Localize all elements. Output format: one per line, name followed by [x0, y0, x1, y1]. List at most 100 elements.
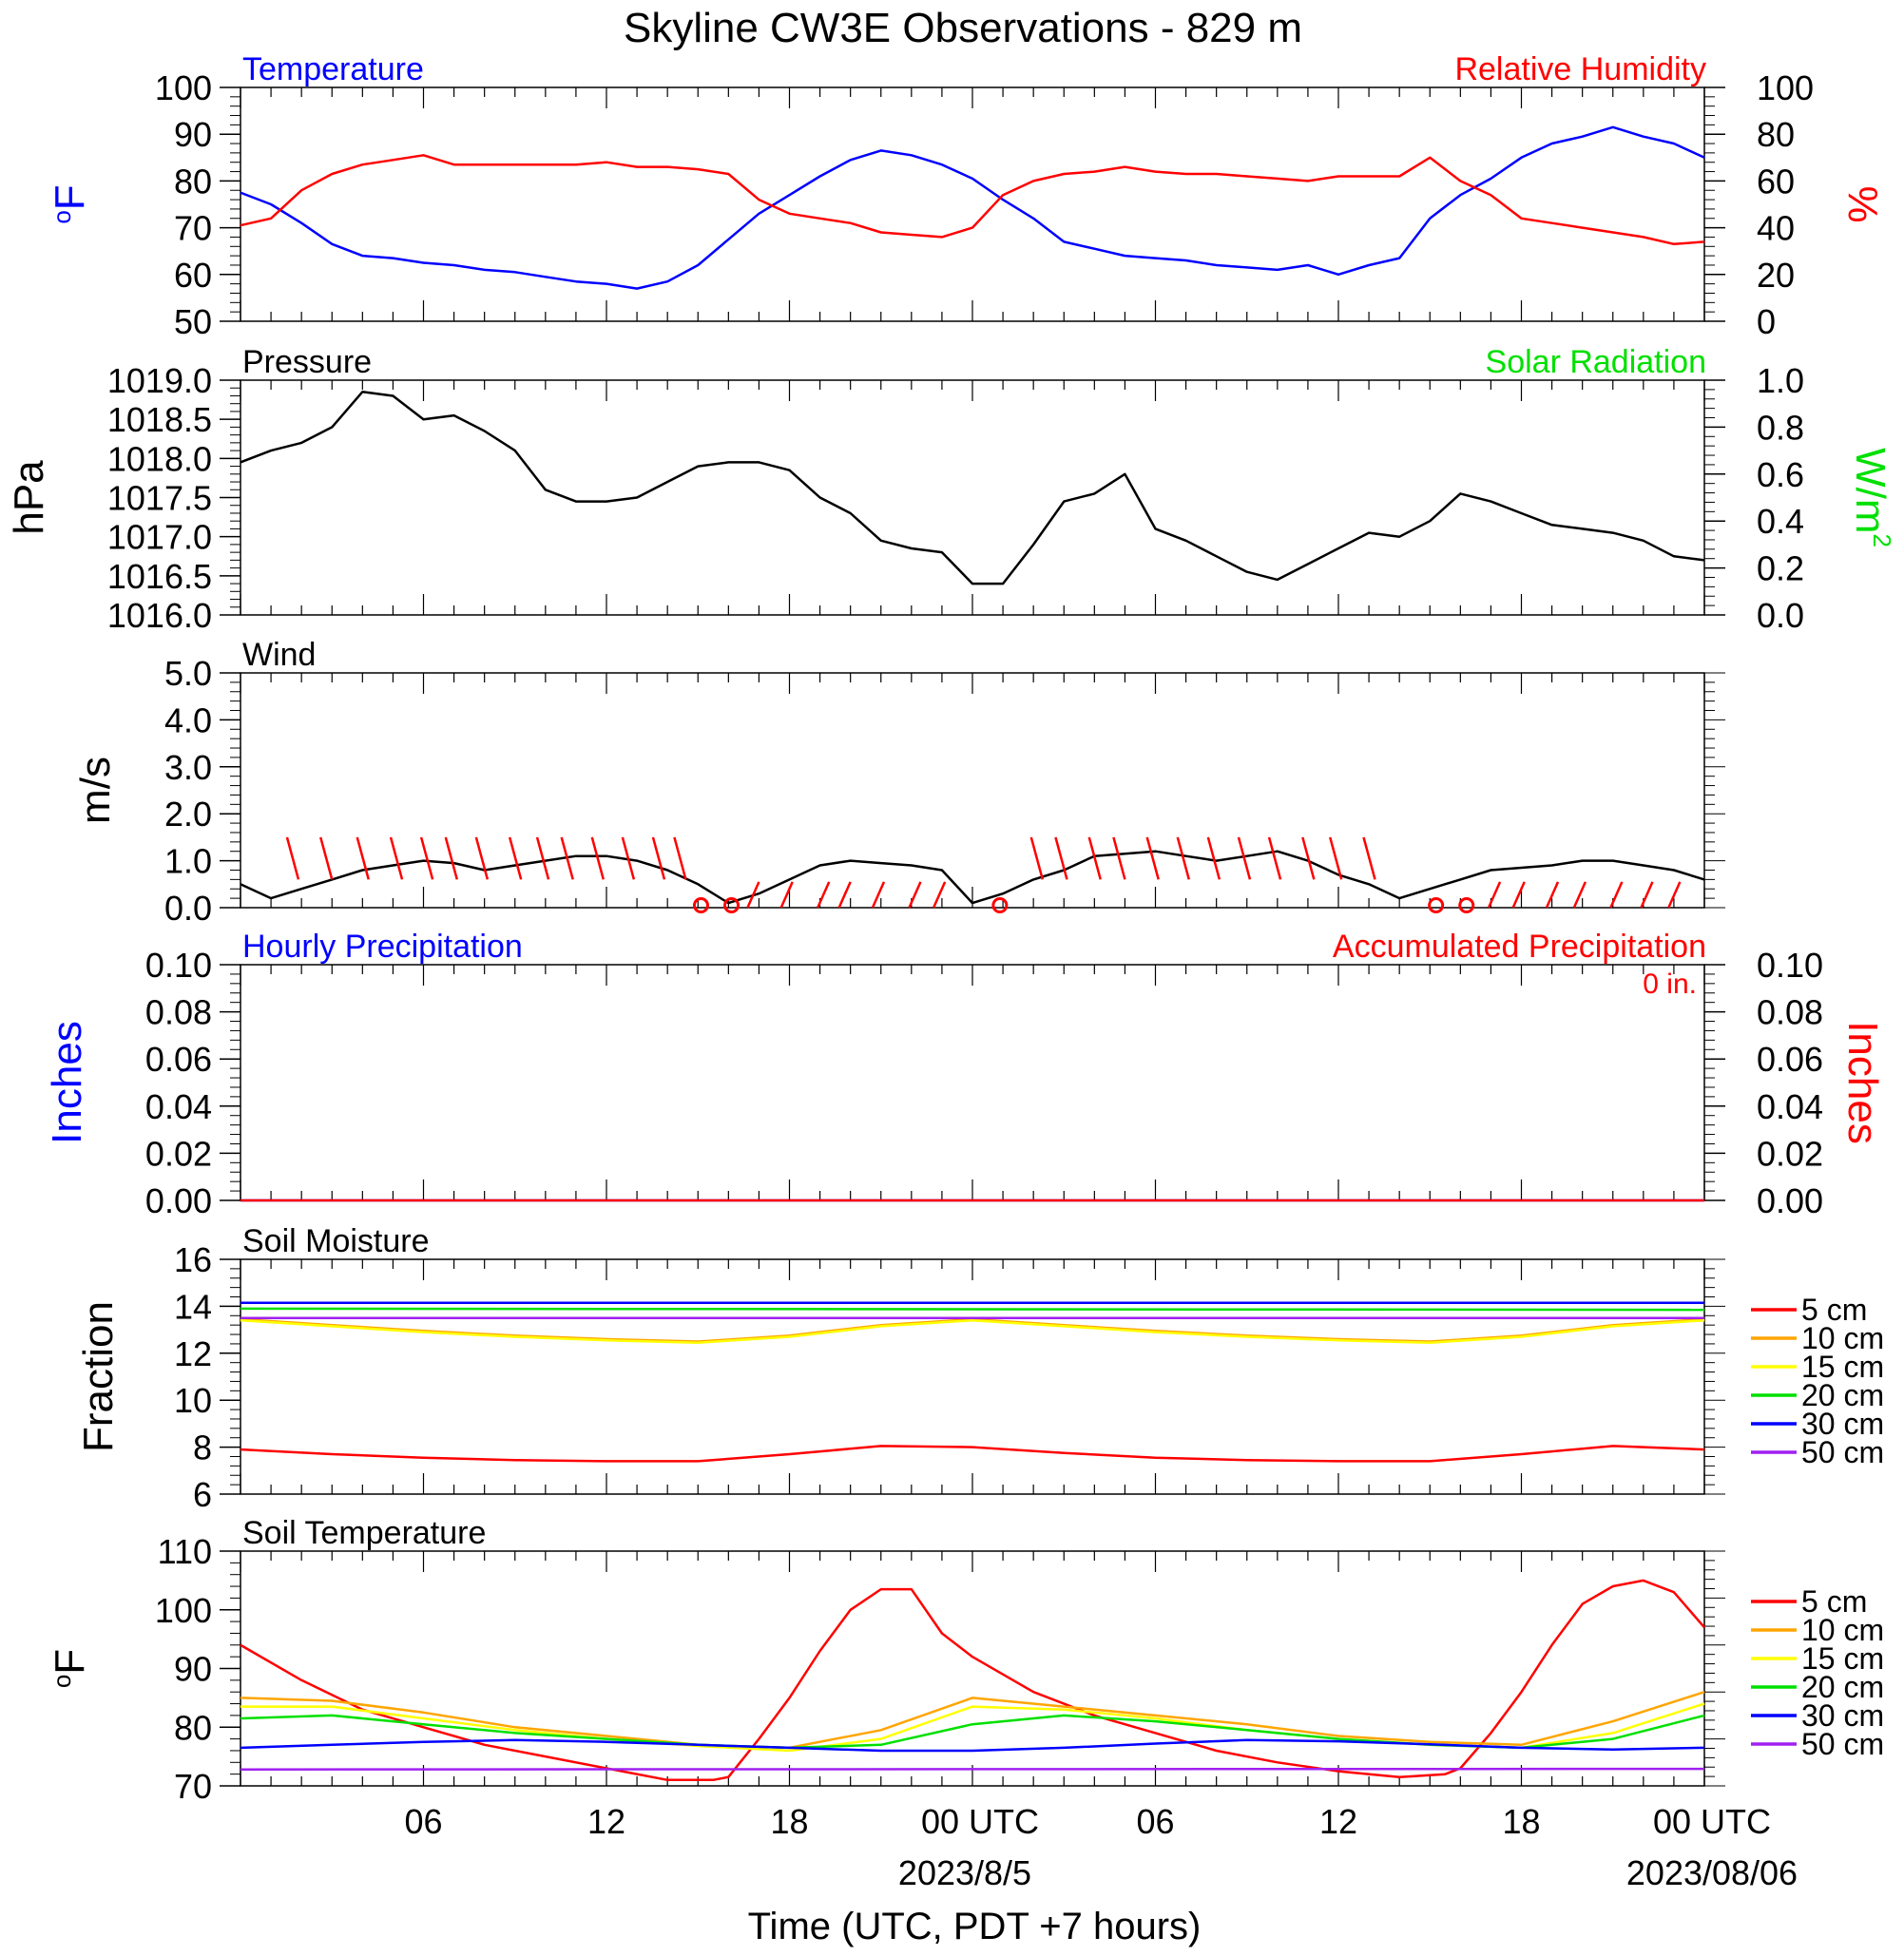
- y-tick-label: 8: [193, 1429, 212, 1467]
- y-tick-label: 1.0: [164, 842, 212, 881]
- y-axis-label-left: oF: [47, 184, 93, 223]
- y-axis-label-right: Inches: [1839, 1021, 1886, 1144]
- panel-pressure-solar: 1016.01016.51017.01017.51018.01018.51019…: [6, 344, 1896, 635]
- y-tick-label: 2.0: [164, 795, 212, 834]
- y-right-tick-label: 1.0: [1757, 361, 1804, 400]
- wind-barb: [444, 836, 458, 880]
- wind-barb: [356, 836, 370, 880]
- panel-title-left: Soil Moisture: [242, 1223, 430, 1259]
- y-tick-label: 0.06: [145, 1040, 212, 1079]
- time-tick-label: 06: [404, 1802, 442, 1841]
- plot-frame: [240, 379, 1705, 616]
- y-tick-label: 70: [174, 1767, 212, 1806]
- legend-label: 20 cm: [1801, 1670, 1884, 1704]
- wind-barb: [932, 881, 947, 909]
- legend-label: 30 cm: [1801, 1698, 1884, 1733]
- y-tick-label: 70: [174, 209, 212, 248]
- wind-barb: [1545, 881, 1560, 909]
- y-axis-label-right: W/m2: [1847, 448, 1896, 547]
- legend-label: 5 cm: [1801, 1584, 1867, 1619]
- wind-barb: [1087, 836, 1102, 880]
- y-right-tick-label: 0.6: [1757, 455, 1804, 494]
- legend-label: 20 cm: [1801, 1378, 1884, 1412]
- y-tick-label: 100: [155, 68, 212, 107]
- panel-title-left: Wind: [242, 637, 316, 673]
- wind-barb: [1511, 881, 1526, 909]
- y-right-tick-label: 0.4: [1757, 502, 1804, 541]
- wind-barb: [817, 881, 831, 909]
- legend-label: 50 cm: [1801, 1727, 1884, 1761]
- series-line-50-cm: [240, 1767, 1705, 1771]
- series-line-pressure: [240, 391, 1705, 585]
- y-axis-label-left: Inches: [44, 1021, 90, 1144]
- wind-barb: [1029, 836, 1044, 880]
- y-tick-label: 1019.0: [107, 361, 212, 400]
- plot-frame: [240, 964, 1705, 1201]
- time-axis: 06 12 18 00 UTC 06 12 18 00 UTC 2023/8/5 2023/08/…: [404, 1802, 1798, 1892]
- date-label: 2023/8/5: [898, 1853, 1031, 1892]
- y-tick-label: 12: [174, 1334, 212, 1373]
- panel-title-left: Soil Temperature: [242, 1515, 486, 1551]
- series-line-30-cm: [240, 1738, 1705, 1753]
- unit-text: W/m: [1847, 448, 1894, 533]
- panel-title-right: Relative Humidity: [1454, 51, 1706, 87]
- y-right-tick-label: 0.2: [1757, 549, 1804, 588]
- y-tick-label: 60: [174, 256, 212, 295]
- panel-wind: 0.0 1.0 2.0 3.0 4.0 5.0 Wind m/s: [72, 637, 1725, 928]
- y-tick-label: 3.0: [164, 748, 212, 787]
- y-right-tick-label: 80: [1757, 115, 1795, 154]
- series-line-5-cm: [240, 1579, 1705, 1782]
- wind-barb: [419, 836, 434, 880]
- y-right-tick-label: 0.06: [1757, 1040, 1823, 1079]
- plot-frame: [240, 86, 1705, 322]
- time-tick-label: 00 UTC: [1653, 1802, 1771, 1841]
- wind-barb: [837, 881, 852, 909]
- legend-label: 15 cm: [1801, 1641, 1884, 1676]
- wind-barb: [1145, 836, 1160, 880]
- y-right-tick-label: 0.00: [1757, 1181, 1823, 1220]
- time-tick-label: 06: [1136, 1802, 1174, 1841]
- panel-title-left: Hourly Precipitation: [242, 929, 523, 965]
- y-tick-label: 90: [174, 115, 212, 154]
- unit-letter: F: [47, 1649, 93, 1675]
- figure-title: Skyline CW3E Observations - 829 m: [624, 5, 1302, 51]
- y-tick-label: 80: [174, 1708, 212, 1747]
- wind-barb: [651, 836, 666, 880]
- y-axis-label-right: %: [1839, 185, 1886, 222]
- series-line-5-cm: [240, 1445, 1705, 1463]
- y-right-tick-label: 0.04: [1757, 1087, 1823, 1126]
- time-tick-label: 12: [1319, 1802, 1357, 1841]
- wind-barb: [779, 881, 794, 909]
- legend-label: 10 cm: [1801, 1613, 1884, 1647]
- wind-barb: [1267, 836, 1282, 880]
- wind-barb: [535, 836, 550, 880]
- panel-title-left: Temperature: [242, 51, 424, 87]
- wind-barb: [621, 836, 636, 880]
- y-tick-label: 16: [174, 1240, 212, 1279]
- date-label: 2023/08/06: [1626, 1853, 1798, 1892]
- y-tick-label: 1016.0: [107, 596, 212, 635]
- wind-barb: [746, 881, 760, 909]
- wind-barb: [1329, 836, 1343, 880]
- y-right-tick-label: 40: [1757, 209, 1795, 248]
- panel-title-left: Pressure: [242, 344, 372, 380]
- wind-barb: [474, 836, 490, 880]
- legend-label: 30 cm: [1801, 1407, 1884, 1441]
- series-line-10-cm: [240, 1691, 1705, 1750]
- series-line-20-cm: [240, 1307, 1705, 1312]
- wind-barb: [908, 881, 922, 909]
- time-tick-label: 00 UTC: [921, 1802, 1039, 1841]
- calm-wind-marker: [1428, 897, 1445, 914]
- y-axis-label-left: hPa: [6, 460, 52, 535]
- y-right-tick-label: 100: [1757, 68, 1814, 107]
- wind-barb: [871, 881, 886, 909]
- y-tick-label: 6: [193, 1475, 212, 1514]
- y-right-tick-label: 20: [1757, 256, 1795, 295]
- y-right-tick-label: 0: [1757, 302, 1776, 341]
- y-right-tick-label: 0.0: [1757, 596, 1804, 635]
- y-tick-label: 0.0: [164, 889, 212, 928]
- wind-barb: [590, 836, 605, 880]
